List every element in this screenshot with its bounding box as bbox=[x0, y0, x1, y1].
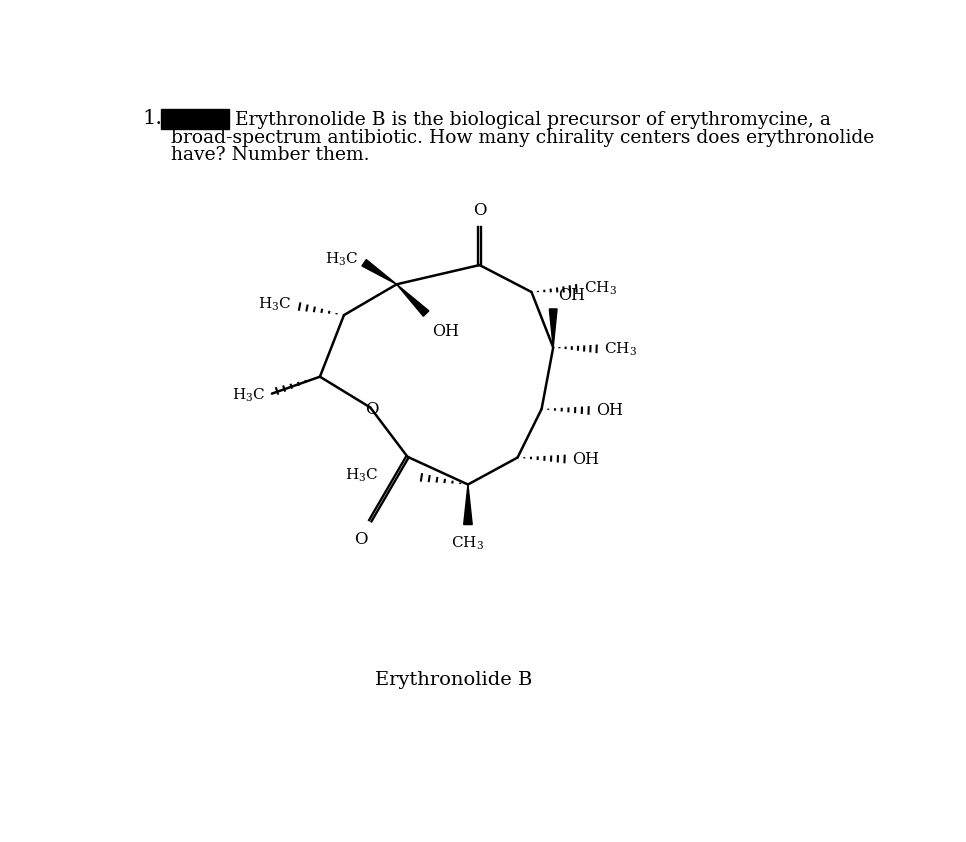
Text: have? Number them.: have? Number them. bbox=[171, 147, 370, 164]
Text: O: O bbox=[355, 530, 368, 547]
Text: $\mathregular{H_3C}$: $\mathregular{H_3C}$ bbox=[346, 466, 379, 484]
Text: O: O bbox=[365, 401, 379, 418]
Text: $\mathregular{CH_3}$: $\mathregular{CH_3}$ bbox=[584, 280, 617, 297]
Text: $\mathregular{CH_3}$: $\mathregular{CH_3}$ bbox=[451, 535, 484, 552]
Text: 1.: 1. bbox=[142, 109, 162, 128]
Text: Erythronolide B is the biological precursor of erythromycine, a: Erythronolide B is the biological precur… bbox=[236, 111, 832, 129]
Text: OH: OH bbox=[573, 450, 600, 467]
Text: $\mathregular{H_3C}$: $\mathregular{H_3C}$ bbox=[258, 296, 292, 313]
Text: broad-spectrum antibiotic. How many chirality centers does erythronolide: broad-spectrum antibiotic. How many chir… bbox=[171, 129, 874, 147]
Polygon shape bbox=[550, 309, 557, 348]
Text: OH: OH bbox=[433, 322, 459, 340]
Text: Erythronolide B: Erythronolide B bbox=[376, 671, 532, 689]
Text: $\mathregular{CH_3}$: $\mathregular{CH_3}$ bbox=[605, 340, 638, 358]
Text: OH: OH bbox=[557, 287, 584, 304]
Text: $\mathregular{H_3C}$: $\mathregular{H_3C}$ bbox=[232, 386, 266, 404]
Text: O: O bbox=[472, 202, 486, 219]
Polygon shape bbox=[397, 285, 429, 317]
Text: $\mathregular{H_3C}$: $\mathregular{H_3C}$ bbox=[325, 250, 357, 268]
FancyBboxPatch shape bbox=[161, 109, 229, 129]
Polygon shape bbox=[362, 259, 397, 285]
Polygon shape bbox=[464, 484, 472, 525]
Text: OH: OH bbox=[597, 402, 624, 419]
